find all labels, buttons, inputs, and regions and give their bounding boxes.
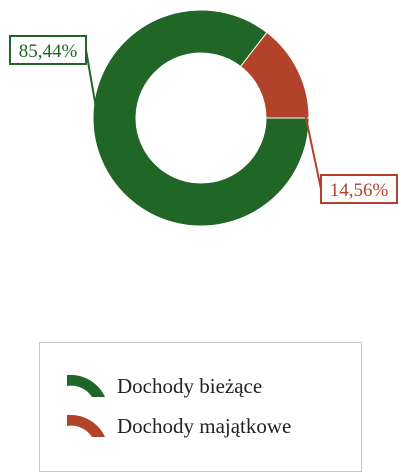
legend-item-dochody-majatkowe: Dochody majątkowe bbox=[65, 411, 291, 441]
legend-swatch-dochody-biezace-icon bbox=[67, 374, 105, 397]
legend-label-dochody-biezace: Dochody bieżące bbox=[117, 373, 263, 398]
slice-dochody-biezace bbox=[92, 9, 310, 227]
data-label-0: 85,44% bbox=[19, 41, 78, 62]
leader-line-0 bbox=[85, 49, 107, 165]
legend-label-dochody-majatkowe: Dochody majątkowe bbox=[117, 413, 292, 438]
donut-svg: 85,44% 14,56% bbox=[9, 9, 398, 227]
legend-item-dochody-biezace: Dochody bieżące bbox=[65, 371, 262, 401]
leader-line-1 bbox=[295, 70, 322, 190]
data-label-box-0 bbox=[9, 35, 87, 65]
data-label-box-1 bbox=[320, 174, 398, 204]
slice-dochody-majatkowe bbox=[239, 31, 310, 119]
data-label-1: 14,56% bbox=[330, 180, 389, 201]
donut-chart: 85,44% 14,56% Dochody bieżące Dochody maj… bbox=[9, 9, 398, 472]
legend-swatch-dochody-majatkowe-icon bbox=[67, 414, 105, 437]
legend: Dochody bieżące Dochody majątkowe bbox=[39, 342, 362, 472]
